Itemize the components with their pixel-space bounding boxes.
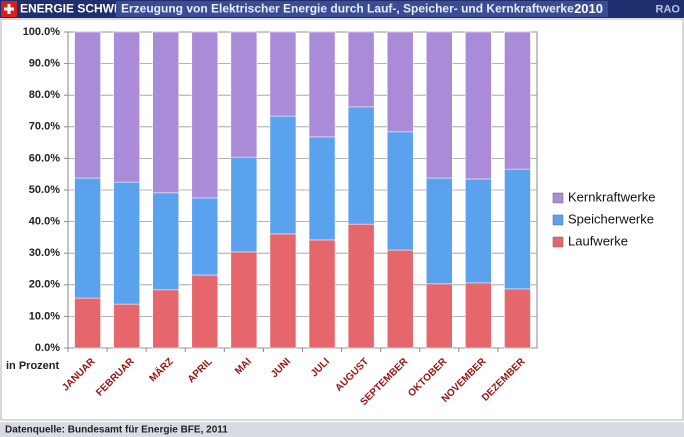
y-tick-label: 10.0% [29, 310, 60, 322]
legend-swatch [552, 214, 564, 226]
bar-segment [426, 177, 453, 285]
y-axis-label: in Prozent [6, 360, 60, 372]
bar-segment [230, 31, 258, 158]
chart-title: Erzeugung von Elektrischer Energie durch… [121, 2, 574, 16]
bar-segment [74, 297, 101, 349]
legend-label: Laufwerke [568, 233, 628, 248]
bar-segment [504, 288, 531, 349]
bar-segment [191, 197, 219, 276]
bar-segment [426, 283, 453, 349]
bar-segment [386, 249, 414, 349]
bar-segment [230, 251, 258, 349]
swiss-cross [4, 4, 14, 14]
y-tick-label: 30.0% [29, 247, 60, 259]
y-tick-label: 90.0% [29, 58, 60, 70]
corner-tag: RAO [656, 3, 681, 15]
bar-segment [465, 178, 492, 284]
bar-segment [269, 115, 297, 235]
bar-segment [504, 31, 531, 170]
bar-segment [308, 136, 336, 241]
bar-segment [465, 282, 492, 349]
footer-bar [0, 422, 684, 437]
bar-segment [74, 31, 101, 179]
bar-segment [152, 31, 179, 194]
source-note: Datenquelle: Bundesamt für Energie BFE, … [5, 425, 228, 436]
bar-segment [191, 31, 219, 199]
legend-label: Speicherwerke [568, 211, 654, 226]
title-box [116, 1, 608, 17]
y-tick-label: 70.0% [29, 121, 60, 133]
y-tick-label: 60.0% [29, 152, 60, 164]
bar-segment [152, 289, 179, 349]
y-tick-label: 50.0% [29, 184, 60, 196]
bar-segment [191, 274, 219, 349]
legend-swatch [552, 236, 564, 248]
bar-segment [113, 181, 140, 305]
plot-area: 0.0% 10.0% 20.0% 30.0% 40.0% 50.0% 60.0% 70.0% 8… [23, 26, 656, 408]
bar-segment [426, 31, 453, 179]
bar-segment [465, 31, 492, 180]
bar-segment [74, 177, 101, 299]
y-tick-label: 20.0% [29, 279, 60, 291]
bar-segment [386, 131, 414, 251]
bar-segment [347, 31, 375, 108]
y-tick-label: 0.0% [35, 342, 60, 354]
bar-segment [308, 239, 336, 349]
bar-segment [347, 106, 375, 225]
brand: ENERGIE SCHWEIZ [20, 2, 133, 16]
bar-segment [308, 31, 336, 138]
bar-segment [113, 31, 140, 183]
bar-segment [347, 223, 375, 349]
y-tick-label: 40.0% [29, 216, 60, 228]
y-tick-label: 80.0% [29, 89, 60, 101]
bar-segment [113, 303, 140, 349]
bar-segment [269, 31, 297, 117]
bar-segment [386, 31, 414, 133]
y-tick-label: 100.0% [23, 26, 61, 38]
chart-year: 2010 [574, 1, 603, 16]
bar-segment [269, 233, 297, 349]
legend-label: Kernkraftwerke [568, 189, 655, 204]
bar-segment [230, 156, 258, 253]
bar-segment [504, 168, 531, 290]
legend-swatch [552, 192, 564, 204]
bar-segment [152, 192, 179, 291]
